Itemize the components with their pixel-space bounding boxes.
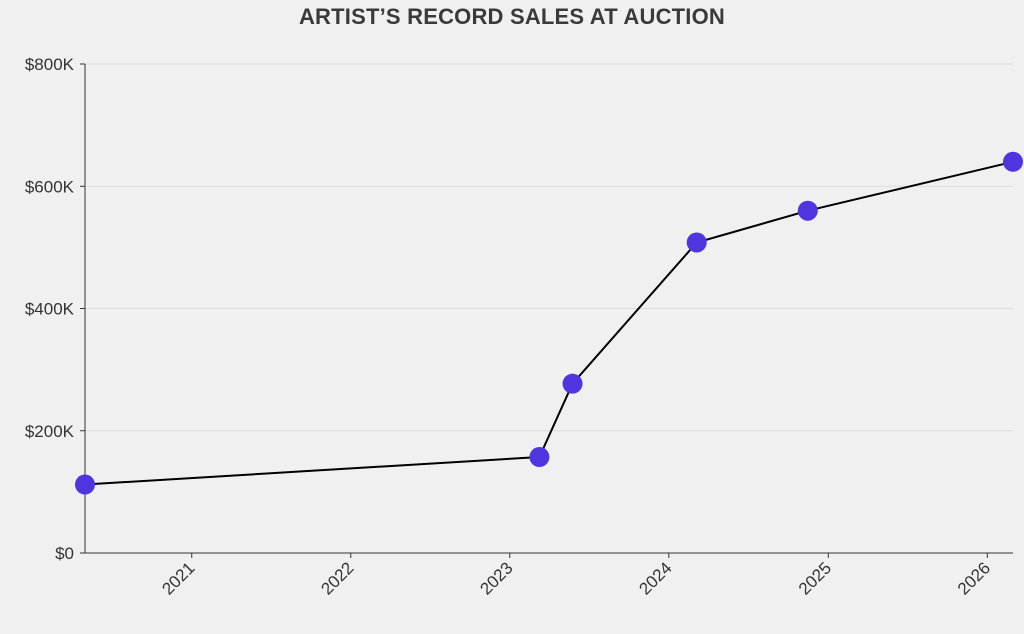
y-tick-label: $400K — [25, 300, 75, 319]
data-point[interactable] — [686, 232, 707, 253]
x-tick-label: 2025 — [795, 558, 835, 598]
x-tick-label: 2023 — [476, 558, 516, 598]
y-tick-label: $200K — [25, 422, 75, 441]
series — [75, 151, 1023, 495]
chart-title: ARTIST’S RECORD SALES AT AUCTION — [298, 4, 726, 29]
x-tick-label: 2022 — [317, 558, 357, 598]
data-point[interactable] — [562, 373, 583, 394]
x-tick-label: 2026 — [954, 558, 994, 598]
data-point[interactable] — [529, 447, 550, 468]
data-point[interactable] — [1003, 151, 1023, 172]
y-tick-label: $600K — [25, 177, 75, 196]
series-line — [84, 160, 1014, 486]
x-tick-label: 2024 — [635, 558, 675, 598]
x-tick-label: 2021 — [158, 558, 198, 598]
y-tick-label: $0 — [55, 544, 74, 563]
grid — [85, 63, 1013, 432]
y-tick-label: $800K — [25, 55, 75, 74]
axes: $0 $200K $400K $600K $800K 2021 2022 2023 2024 20… — [25, 55, 1013, 599]
data-point[interactable] — [797, 200, 818, 221]
data-point[interactable] — [75, 474, 95, 495]
